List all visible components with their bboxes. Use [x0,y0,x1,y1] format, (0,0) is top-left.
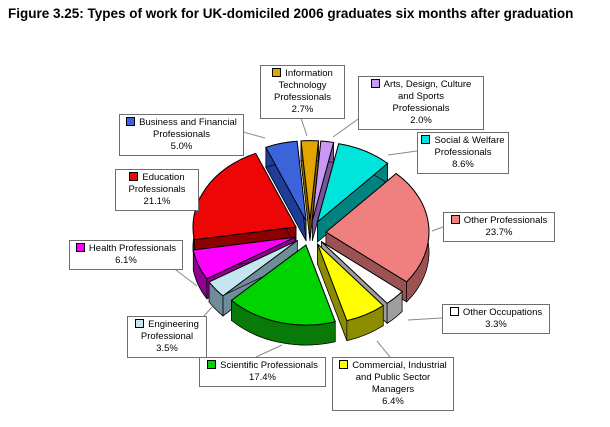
callout-value: 2.0% [410,115,432,126]
legend-callout-engineering-professional: Engineering Professional 3.5% [127,316,207,358]
callout-label-line: Other Professionals [463,215,548,226]
legend-marker-icon [129,172,139,181]
callout-label-line: Professionals [273,92,332,103]
callout-value: 6.1% [115,255,137,266]
legend-marker-icon [272,68,282,77]
callout-value: 17.4% [249,372,276,383]
callout-value: 21.1% [143,196,171,207]
callout-value: 2.7% [291,104,314,115]
callout-label-line: Other Occupations [462,307,543,318]
callout-value: 6.4% [382,396,404,407]
callout-label-line: Technology [278,80,327,91]
callout-label-line: Arts, Design, Culture [383,79,472,90]
callout-label-line: and Sports [398,91,444,102]
slice-top [230,244,336,326]
slice-top [325,172,430,283]
leader-line [300,117,308,137]
legend-callout-health-professionals: Health Professionals 6.1% [69,240,183,270]
pie-slice-business-and-financial-professionals [265,140,307,242]
legend-marker-icon [126,117,136,126]
callout-label-line: Professionals [152,129,211,140]
slice-top [265,140,307,222]
callout-label-line: Engineering [148,319,199,330]
callout-label-line: Business and Financial [139,117,237,128]
callout-value: 5.0% [170,141,193,152]
figure-title: Figure 3.25: Types of work for UK-domici… [8,6,574,21]
slice-top [192,236,296,280]
callout-value: 23.7% [485,227,513,238]
callout-label-line: Professional [140,331,194,342]
leader-line [376,340,391,358]
callout-label-line: Education [142,172,185,183]
callout-value: 3.3% [485,319,507,330]
leader-line [332,116,362,138]
pie-slice-scientific-professionals [230,244,336,346]
legend-callout-scientific-professionals: Scientific Professionals 17.4% [199,357,326,387]
leader-line [407,317,443,321]
leader-line [255,344,283,358]
callout-label-line: and Public Sector [355,372,431,383]
pie-slice-social-welfare-professionals [316,143,389,243]
callout-label-line: Health Professionals [88,243,177,254]
legend-callout-commercial-industrial-and-public-sector-managers: Commercial, Industrial and Public Sector M… [332,357,454,411]
callout-label-line: Professionals [392,103,450,114]
legend-marker-icon [75,243,85,252]
slice-top [316,143,389,224]
legend-marker-icon [207,360,217,369]
legend-marker-icon [450,215,460,224]
callout-label-line: Managers [371,384,415,395]
legend-callout-other-occupations: Other Occupations 3.3% [442,304,550,334]
slice-top [208,240,298,297]
callout-label-line: Social & Welfare [434,135,505,146]
callout-label-line: Professionals [434,147,492,158]
leader-line [431,226,444,232]
leader-line [387,150,418,156]
leader-line [171,266,198,287]
callout-value: 8.6% [452,159,474,170]
legend-callout-other-professionals: Other Professionals 23.7% [443,212,555,242]
legend-callout-arts-design-culture-and-sports-professionals: Arts, Design, Culture and Sports Professio… [358,76,484,130]
callout-label-line: Commercial, Industrial [352,360,447,371]
slice-top [321,241,403,304]
legend-marker-icon [135,319,145,328]
legend-callout-business-and-financial-professionals: Business and Financial Professionals 5.0% [119,114,244,156]
legend-callout-education-professionals: Education Professionals 21.1% [115,169,199,211]
legend-marker-icon [421,135,431,144]
slice-top [192,152,297,241]
callout-label-line: Information [285,68,333,79]
callout-label-line: Professionals [128,184,186,195]
legend-marker-icon [449,307,459,316]
legend-callout-information-technology-professionals: Information Technology Professionals 2.7% [260,65,345,119]
slice-top [300,140,320,221]
legend-marker-icon [339,360,349,369]
callout-value: 3.5% [156,343,178,354]
pie-slice-commercial-industrial-and-public-sector-managers [317,243,385,342]
pie-slice-education-professionals [192,152,297,261]
callout-label-line: Scientific Professionals [220,360,318,371]
legend-callout-social-welfare-professionals: Social & Welfare Professionals 8.6% [417,132,509,174]
legend-marker-icon [370,79,380,88]
pie-slice-information-technology-professionals [300,140,320,241]
slice-top [317,243,385,322]
slice-top [311,140,335,221]
